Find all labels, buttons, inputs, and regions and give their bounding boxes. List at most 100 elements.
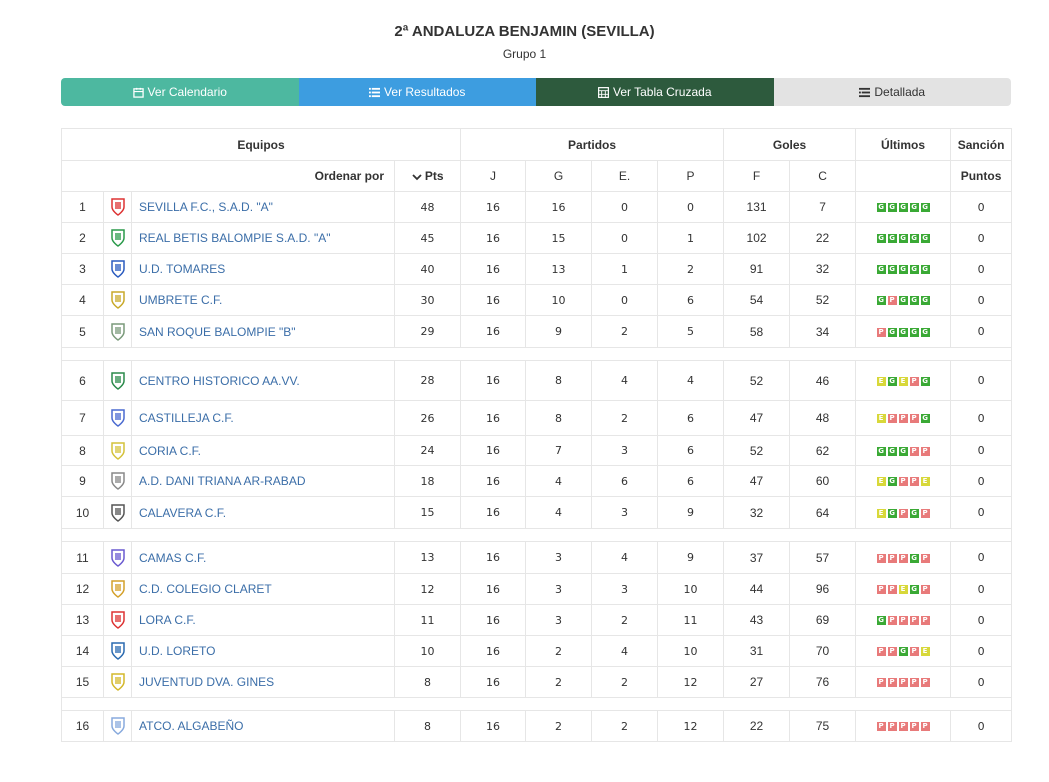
team-link[interactable]: C.D. COLEGIO CLARET [139, 582, 272, 596]
team-link[interactable]: CENTRO HISTORICO AA.VV. [139, 373, 300, 388]
result-badge: G [909, 508, 919, 518]
points-cell: 30 [393, 284, 462, 316]
tab-detailed[interactable]: Detallada [773, 78, 1011, 106]
chevron-down-icon [411, 174, 422, 181]
lost-cell: 1 [657, 222, 725, 254]
list-icon [369, 87, 381, 97]
team-crest-icon [110, 673, 125, 691]
sanction-cell: 0 [950, 360, 1013, 401]
goals-against-cell: 70 [789, 635, 857, 667]
team-link[interactable]: JUVENTUD DVA. GINES [139, 675, 275, 689]
sub-header-row: Ordenar por Pts J G E. P F C Puntos [61, 160, 1013, 192]
team-name-cell: CALAVERA C.F. [131, 496, 395, 529]
played-cell: 16 [460, 284, 527, 316]
result-badge: P [920, 553, 930, 563]
goals-against-cell: 64 [789, 496, 857, 529]
result-badge: P [909, 616, 919, 626]
team-name-cell: CASTILLEJA C.F. [131, 400, 395, 436]
result-badge: P [898, 553, 908, 563]
result-badge: P [887, 616, 897, 626]
team-link[interactable]: CAMAS C.F. [139, 550, 207, 565]
points-cell: 8 [393, 710, 462, 742]
points-cell: 26 [393, 400, 462, 436]
calendar-icon [132, 87, 144, 98]
sort-pts-header[interactable]: Pts [393, 160, 462, 192]
team-crest-icon [110, 548, 125, 567]
goals-against-cell: 52 [789, 284, 857, 316]
team-link[interactable]: UMBRETE C.F. [139, 293, 223, 307]
drawn-cell: 0 [591, 191, 659, 223]
goals-against-cell: 48 [789, 400, 857, 436]
team-link[interactable]: ATCO. ALGABEÑO [139, 719, 244, 733]
team-crest-icon [110, 198, 125, 216]
header-g: G [525, 160, 593, 192]
team-link[interactable]: A.D. DANI TRIANA AR-RABAD [139, 474, 306, 488]
team-link[interactable]: CASTILLEJA C.F. [139, 411, 234, 425]
lost-cell: 6 [657, 400, 725, 436]
result-badge: E [920, 647, 930, 657]
result-badge: G [876, 265, 886, 275]
team-name-cell: SAN ROQUE BALOMPIE "B" [131, 315, 395, 348]
lost-cell: 10 [657, 573, 725, 605]
team-name-cell: U.D. LORETO [131, 635, 395, 667]
points-cell: 15 [393, 496, 462, 529]
view-tabs: Ver Calendario Ver Resultados Ver Tabla … [61, 78, 1011, 106]
result-badge: G [920, 234, 930, 244]
result-badge: G [898, 647, 908, 657]
sanction-cell: 0 [950, 400, 1013, 436]
result-badge: G [887, 376, 897, 386]
goals-against-cell: 76 [789, 666, 857, 698]
won-cell: 7 [525, 435, 593, 466]
lost-cell: 6 [657, 284, 725, 316]
goals-for-cell: 31 [723, 635, 791, 667]
drawn-cell: 6 [591, 465, 659, 497]
team-link[interactable]: LORA C.F. [139, 613, 196, 627]
tab-calendar[interactable]: Ver Calendario [61, 78, 299, 106]
drawn-cell: 2 [591, 666, 659, 698]
result-badge: P [909, 446, 919, 456]
result-badge: G [898, 203, 908, 213]
table-row: 6 CENTRO HISTORICO AA.VV. 28 16 8 4 4 52 46 E G E P G… [61, 360, 1013, 401]
team-crest-icon [110, 322, 125, 341]
result-badge: P [920, 585, 930, 595]
pts-header-label: Pts [424, 169, 444, 183]
group-subtitle: Grupo 1 [502, 47, 547, 61]
team-link[interactable]: REAL BETIS BALOMPIE S.A.D. "A" [139, 231, 331, 245]
points-cell: 40 [393, 253, 462, 285]
team-crest-icon [110, 611, 125, 629]
team-link[interactable]: U.D. LORETO [139, 644, 216, 658]
tab-results[interactable]: Ver Resultados [298, 78, 536, 106]
played-cell: 16 [460, 604, 527, 636]
lost-cell: 0 [657, 191, 725, 223]
standings-table: Equipos Partidos Goles Últimos Sanción O… [60, 128, 1013, 742]
position-cell: 16 [61, 710, 104, 742]
group-separator-row [60, 347, 1013, 361]
goals-against-cell: 96 [789, 573, 857, 605]
result-badge: P [898, 616, 908, 626]
team-link[interactable]: U.D. TOMARES [139, 262, 226, 276]
result-badge: G [887, 203, 897, 213]
result-badge: P [887, 585, 897, 595]
team-link[interactable]: CORIA C.F. [139, 443, 202, 458]
team-link[interactable]: SEVILLA F.C., S.A.D. "A" [139, 200, 273, 214]
won-cell: 8 [525, 360, 593, 401]
tab-cross-table[interactable]: Ver Tabla Cruzada [536, 78, 774, 106]
result-badge: P [887, 647, 897, 657]
team-link[interactable]: SAN ROQUE BALOMPIE "B" [139, 324, 296, 339]
team-crest-cell [103, 666, 132, 698]
result-badge: P [909, 722, 919, 732]
team-link[interactable]: CALAVERA C.F. [139, 505, 227, 520]
sanction-cell: 0 [950, 222, 1013, 254]
header-f: F [723, 160, 791, 192]
table-row: 12 C.D. COLEGIO CLARET 12 16 3 3 10 44 96 P P E G P 0 [61, 573, 1013, 605]
header-ultimos: Últimos [855, 128, 952, 161]
points-cell: 12 [393, 573, 462, 605]
team-name-cell: CAMAS C.F. [131, 541, 395, 574]
